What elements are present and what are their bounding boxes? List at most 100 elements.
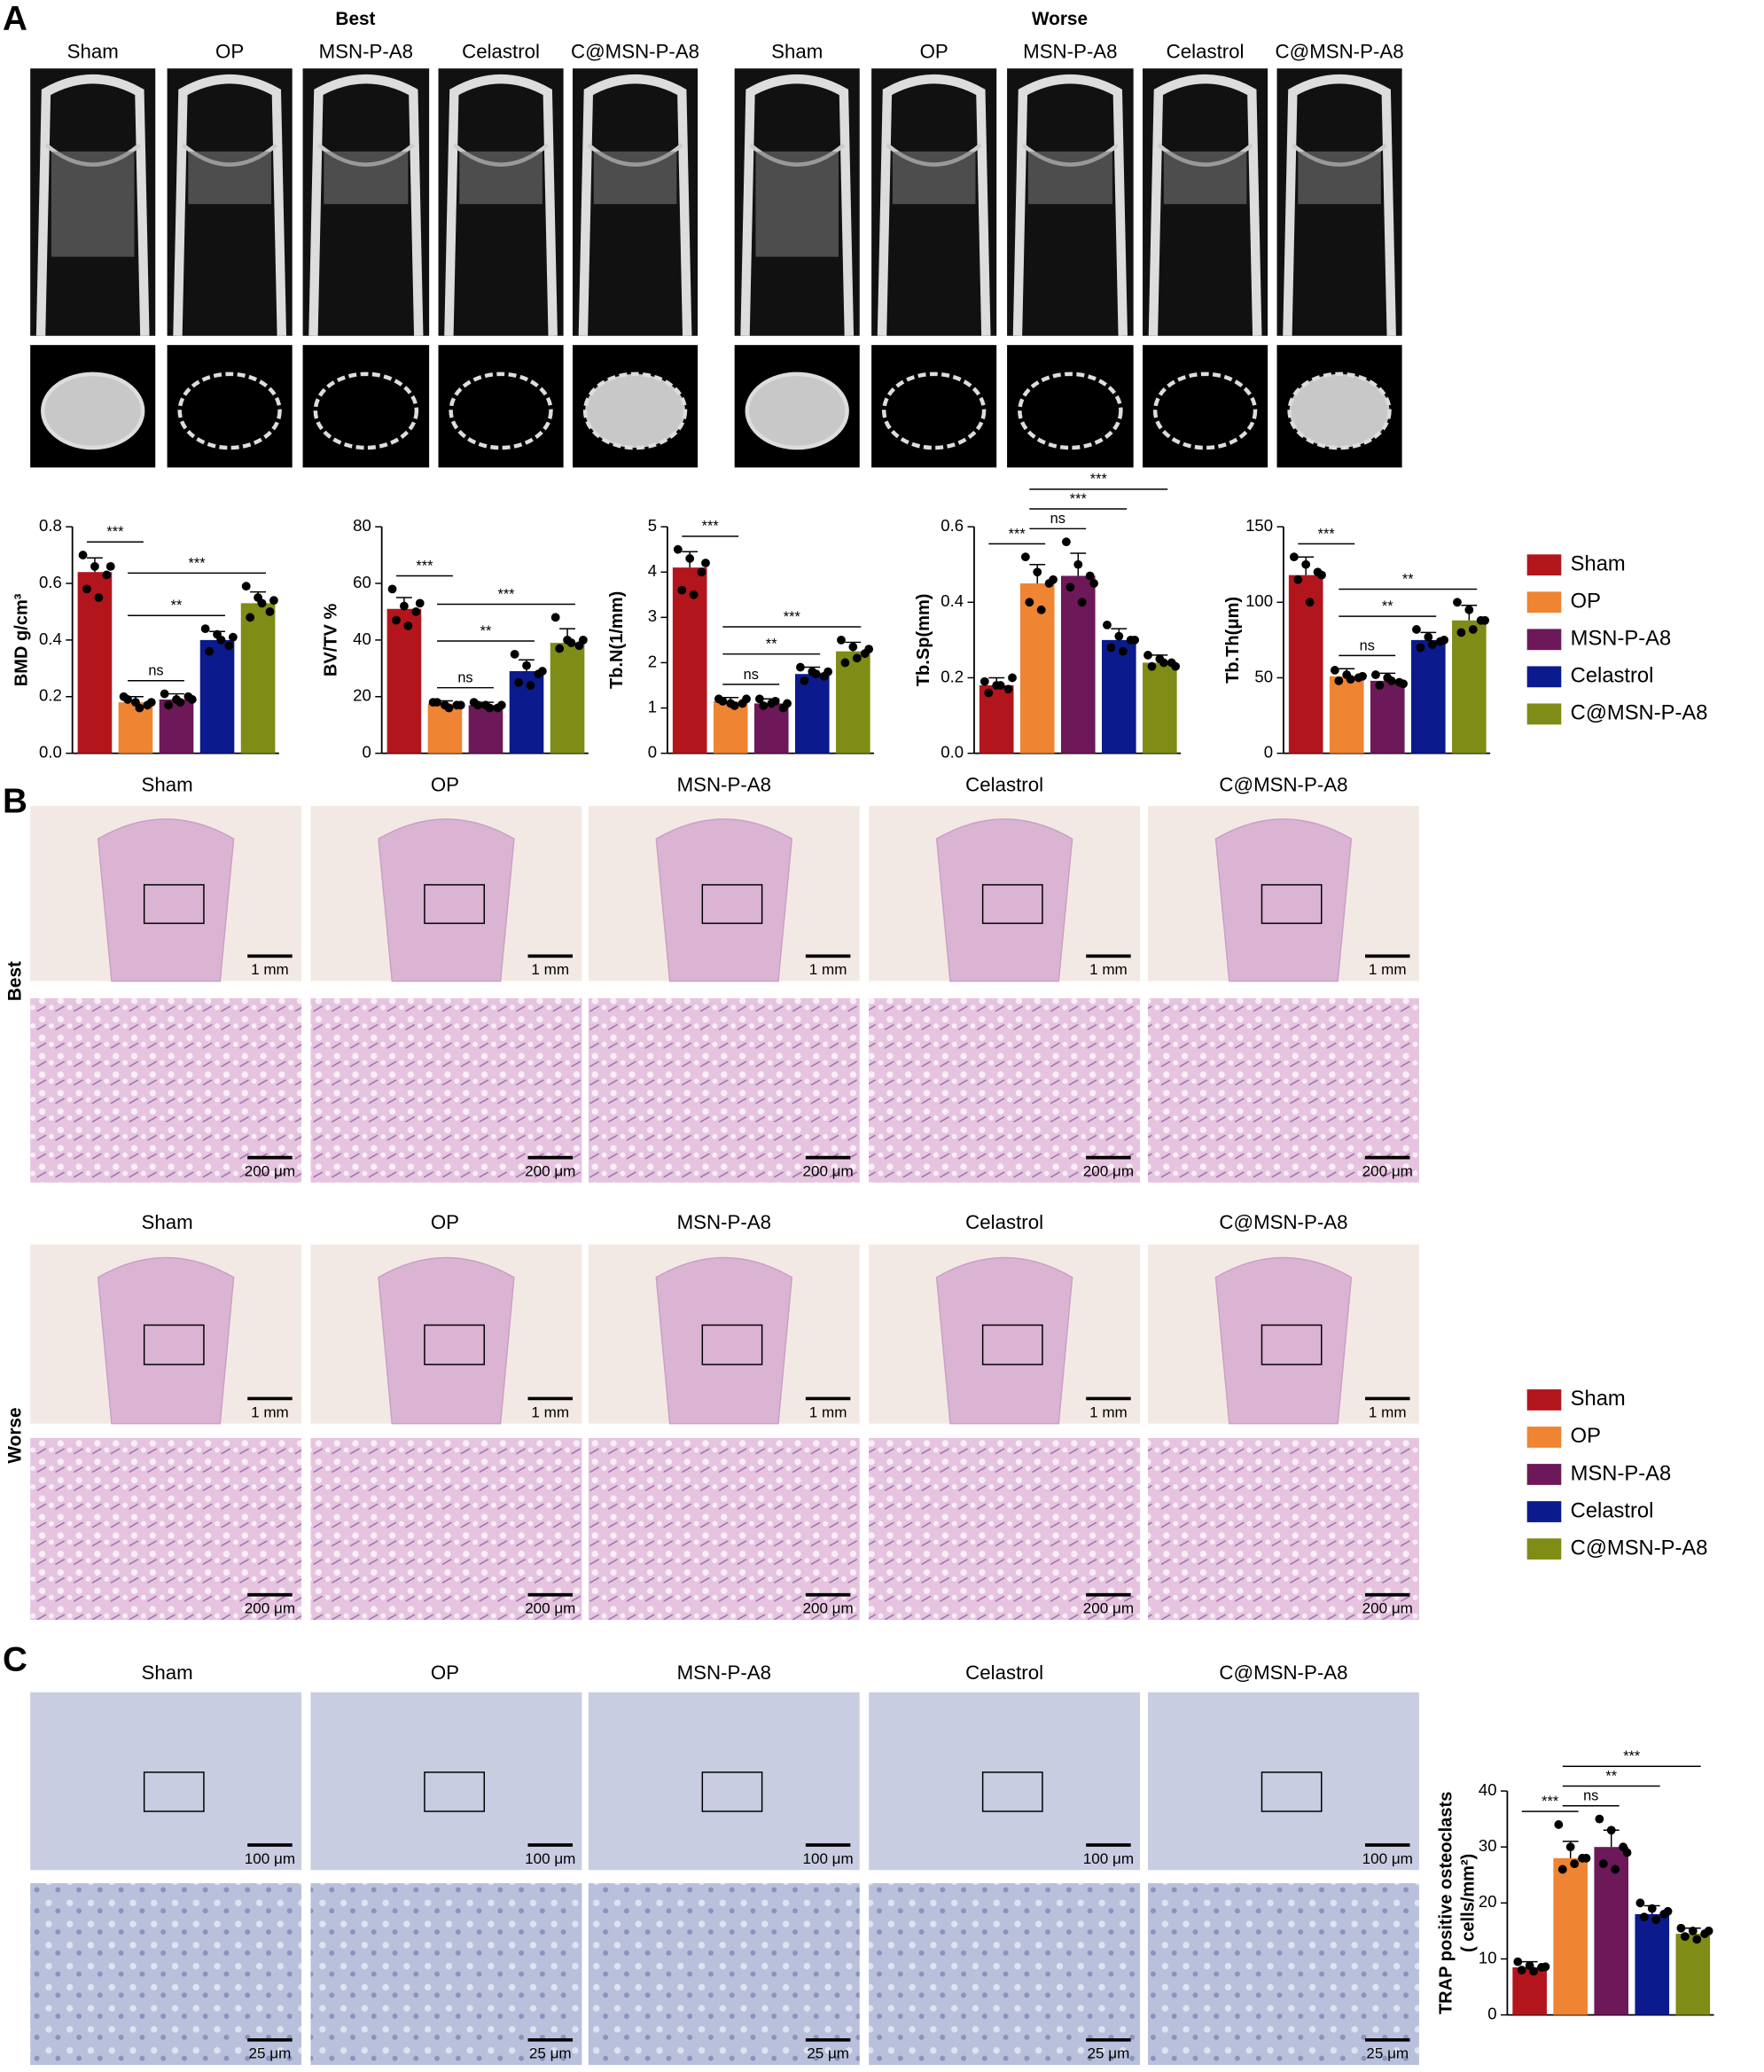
y-tick-label: 0 [648,743,657,762]
histology-image [310,997,582,1183]
data-point [1541,1962,1550,1972]
data-point [697,567,706,577]
data-point [718,696,728,706]
data-point [759,701,769,710]
y-tick-label: 0 [362,743,371,762]
y-tick-label: 0.2 [39,686,62,705]
data-point [1025,598,1034,607]
data-point [555,644,565,653]
data-point [811,669,821,679]
data-point [823,667,833,676]
scale-label: 1 mm [1089,961,1128,978]
data-point [1049,575,1058,584]
significance-label: *** [702,519,720,535]
bar [1060,575,1096,754]
scale-label: 200 μm [245,1162,295,1179]
y-axis-label: BMD g/cm³ [12,593,32,686]
data-point [1118,646,1128,656]
data-point [1692,1935,1702,1944]
legend-swatch [1526,666,1562,688]
bone-outline [877,74,991,336]
zoom-box [143,1771,205,1812]
legend-label: OP [1571,1424,1601,1448]
data-point [246,613,255,622]
y-tick-label: 0.6 [39,573,62,591]
data-point [783,699,792,708]
column-label: Celastrol [965,1211,1043,1233]
zoom-box [143,884,205,925]
column-label: Celastrol [965,1662,1043,1684]
bar [240,603,276,754]
histology-image [588,997,860,1183]
data-point [1554,1820,1564,1829]
zoom-box [424,1324,486,1365]
bar [1512,1966,1547,2015]
trabecular-region [1163,151,1247,205]
histology-image [310,1883,582,2066]
row-label: Worse [4,1407,25,1463]
legend-swatch [1526,1427,1562,1448]
data-point [1008,673,1017,683]
bar [1594,1847,1629,2015]
scale-label: 1 mm [1089,1403,1128,1420]
trabecular-3d [41,371,145,450]
scale-label: 25 μm [1366,2045,1409,2062]
data-point [1517,1966,1526,1974]
data-point [1065,583,1075,592]
data-point [578,635,588,645]
bone-section [97,1256,235,1425]
trabecular-region [755,151,839,257]
data-point [444,703,454,713]
column-label: Celastrol [965,774,1043,796]
data-point [754,694,764,704]
legend-label: Celastrol [1571,1498,1654,1522]
y-tick-label: 50 [1254,667,1273,685]
data-point [473,700,482,710]
bar [1452,620,1487,754]
significance-label: *** [1623,1748,1641,1764]
data-point [837,635,846,645]
significance-label: *** [1318,526,1336,542]
bar [1411,639,1446,754]
bone-outline [578,74,692,336]
data-point [701,559,710,567]
zoom-box [981,1771,1043,1812]
data-point [566,638,576,647]
histology-image [588,1692,860,1871]
data-point [102,570,112,580]
data-point [840,658,850,668]
data-point [1412,625,1421,634]
data-point [1020,552,1030,562]
data-point [387,584,397,594]
data-point [1440,635,1449,645]
data-point [526,681,535,690]
y-tick-label: 1 [648,697,657,715]
scale-label: 1 mm [1369,961,1407,978]
data-point [94,593,104,602]
legend-label: OP [1571,590,1601,614]
bar [979,684,1014,754]
bone-section [97,818,235,982]
trabecular-3d [313,371,419,450]
histology-image [30,1438,302,1620]
data-point [1529,1966,1539,1976]
histology-image [869,1883,1141,2066]
data-point [800,676,809,685]
bone-outline [740,74,855,336]
bar [1019,583,1055,754]
data-point [1399,679,1408,689]
significance-label: *** [784,609,801,625]
data-point [1147,661,1157,671]
panel-label: B [3,782,27,820]
column-label: OP [920,40,948,62]
data-point [995,681,1005,690]
y-axis-label: BV/TV % [322,603,341,676]
trabecular-region [459,151,542,205]
bar [1329,676,1364,754]
legend-label: MSN-P-A8 [1571,1461,1671,1485]
data-point [400,601,409,611]
histology-image [310,1692,582,1871]
data-point [1606,1826,1616,1835]
data-point [1480,615,1490,625]
